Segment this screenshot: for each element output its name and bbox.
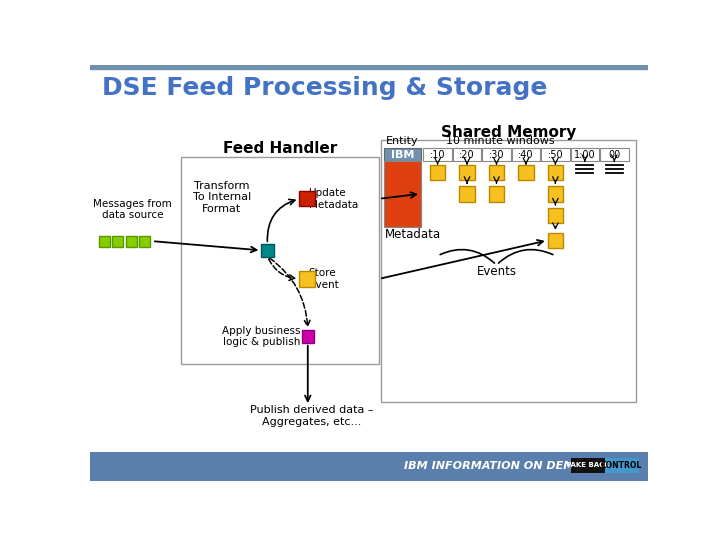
Text: 10 minute windows: 10 minute windows — [446, 137, 555, 146]
Bar — [384, 148, 421, 161]
Bar — [384, 161, 421, 226]
Bar — [90, 452, 648, 481]
Bar — [139, 236, 150, 247]
Text: Events: Events — [477, 265, 516, 278]
Bar — [459, 186, 474, 202]
Bar — [548, 186, 563, 202]
Bar — [459, 165, 474, 180]
Bar — [285, 452, 334, 481]
Bar — [236, 452, 285, 481]
Text: Apply business
logic & publish: Apply business logic & publish — [222, 326, 300, 347]
Text: :50: :50 — [548, 150, 563, 159]
Bar — [548, 208, 563, 224]
Text: DSE Feed Processing & Storage: DSE Feed Processing & Storage — [102, 76, 547, 100]
Text: Entity: Entity — [386, 137, 418, 146]
Bar — [99, 236, 110, 247]
Text: Transform
To Internal
Format: Transform To Internal Format — [193, 181, 251, 214]
Bar — [548, 165, 563, 180]
Bar — [489, 186, 504, 202]
Text: Publish derived data –
Aggregates, etc...: Publish derived data – Aggregates, etc..… — [250, 405, 374, 427]
Bar — [181, 157, 379, 363]
Bar — [541, 148, 570, 161]
Bar — [90, 65, 648, 70]
Bar — [548, 233, 563, 248]
Text: IBM: IBM — [391, 150, 414, 159]
Bar — [383, 452, 648, 481]
Bar — [518, 165, 534, 180]
Bar — [570, 148, 599, 161]
Text: :10: :10 — [430, 150, 446, 159]
Bar — [90, 452, 139, 481]
Text: 1:00: 1:00 — [574, 150, 595, 159]
Text: 00: 00 — [608, 150, 621, 159]
Bar — [489, 165, 504, 180]
Text: Metadata: Metadata — [385, 228, 441, 241]
Bar — [302, 330, 314, 343]
Bar — [300, 271, 315, 287]
Bar — [334, 452, 383, 481]
Bar — [112, 236, 123, 247]
Text: Update
Metadata: Update Metadata — [309, 188, 358, 210]
Text: Messages from
data source: Messages from data source — [94, 199, 172, 220]
Bar — [423, 148, 452, 161]
Bar — [482, 148, 510, 161]
Bar — [600, 148, 629, 161]
Bar — [430, 165, 446, 180]
Bar — [605, 457, 639, 473]
Bar — [381, 140, 636, 402]
Text: Shared Memory: Shared Memory — [441, 125, 576, 140]
Text: TAKE BACK: TAKE BACK — [566, 462, 609, 468]
Text: Store
Event: Store Event — [309, 268, 338, 289]
Bar — [126, 236, 137, 247]
Bar — [570, 457, 605, 473]
Text: :40: :40 — [518, 150, 534, 159]
Text: CONTROL: CONTROL — [601, 461, 642, 470]
Text: Feed Handler: Feed Handler — [223, 141, 338, 156]
Text: IBM INFORMATION ON DEMAND 2006: IBM INFORMATION ON DEMAND 2006 — [404, 461, 636, 471]
Bar — [261, 244, 274, 256]
Bar — [512, 148, 540, 161]
Bar — [300, 191, 315, 206]
Bar — [453, 148, 482, 161]
Bar — [188, 452, 236, 481]
Text: :30: :30 — [489, 150, 504, 159]
Bar — [139, 452, 188, 481]
Text: :20: :20 — [459, 150, 475, 159]
